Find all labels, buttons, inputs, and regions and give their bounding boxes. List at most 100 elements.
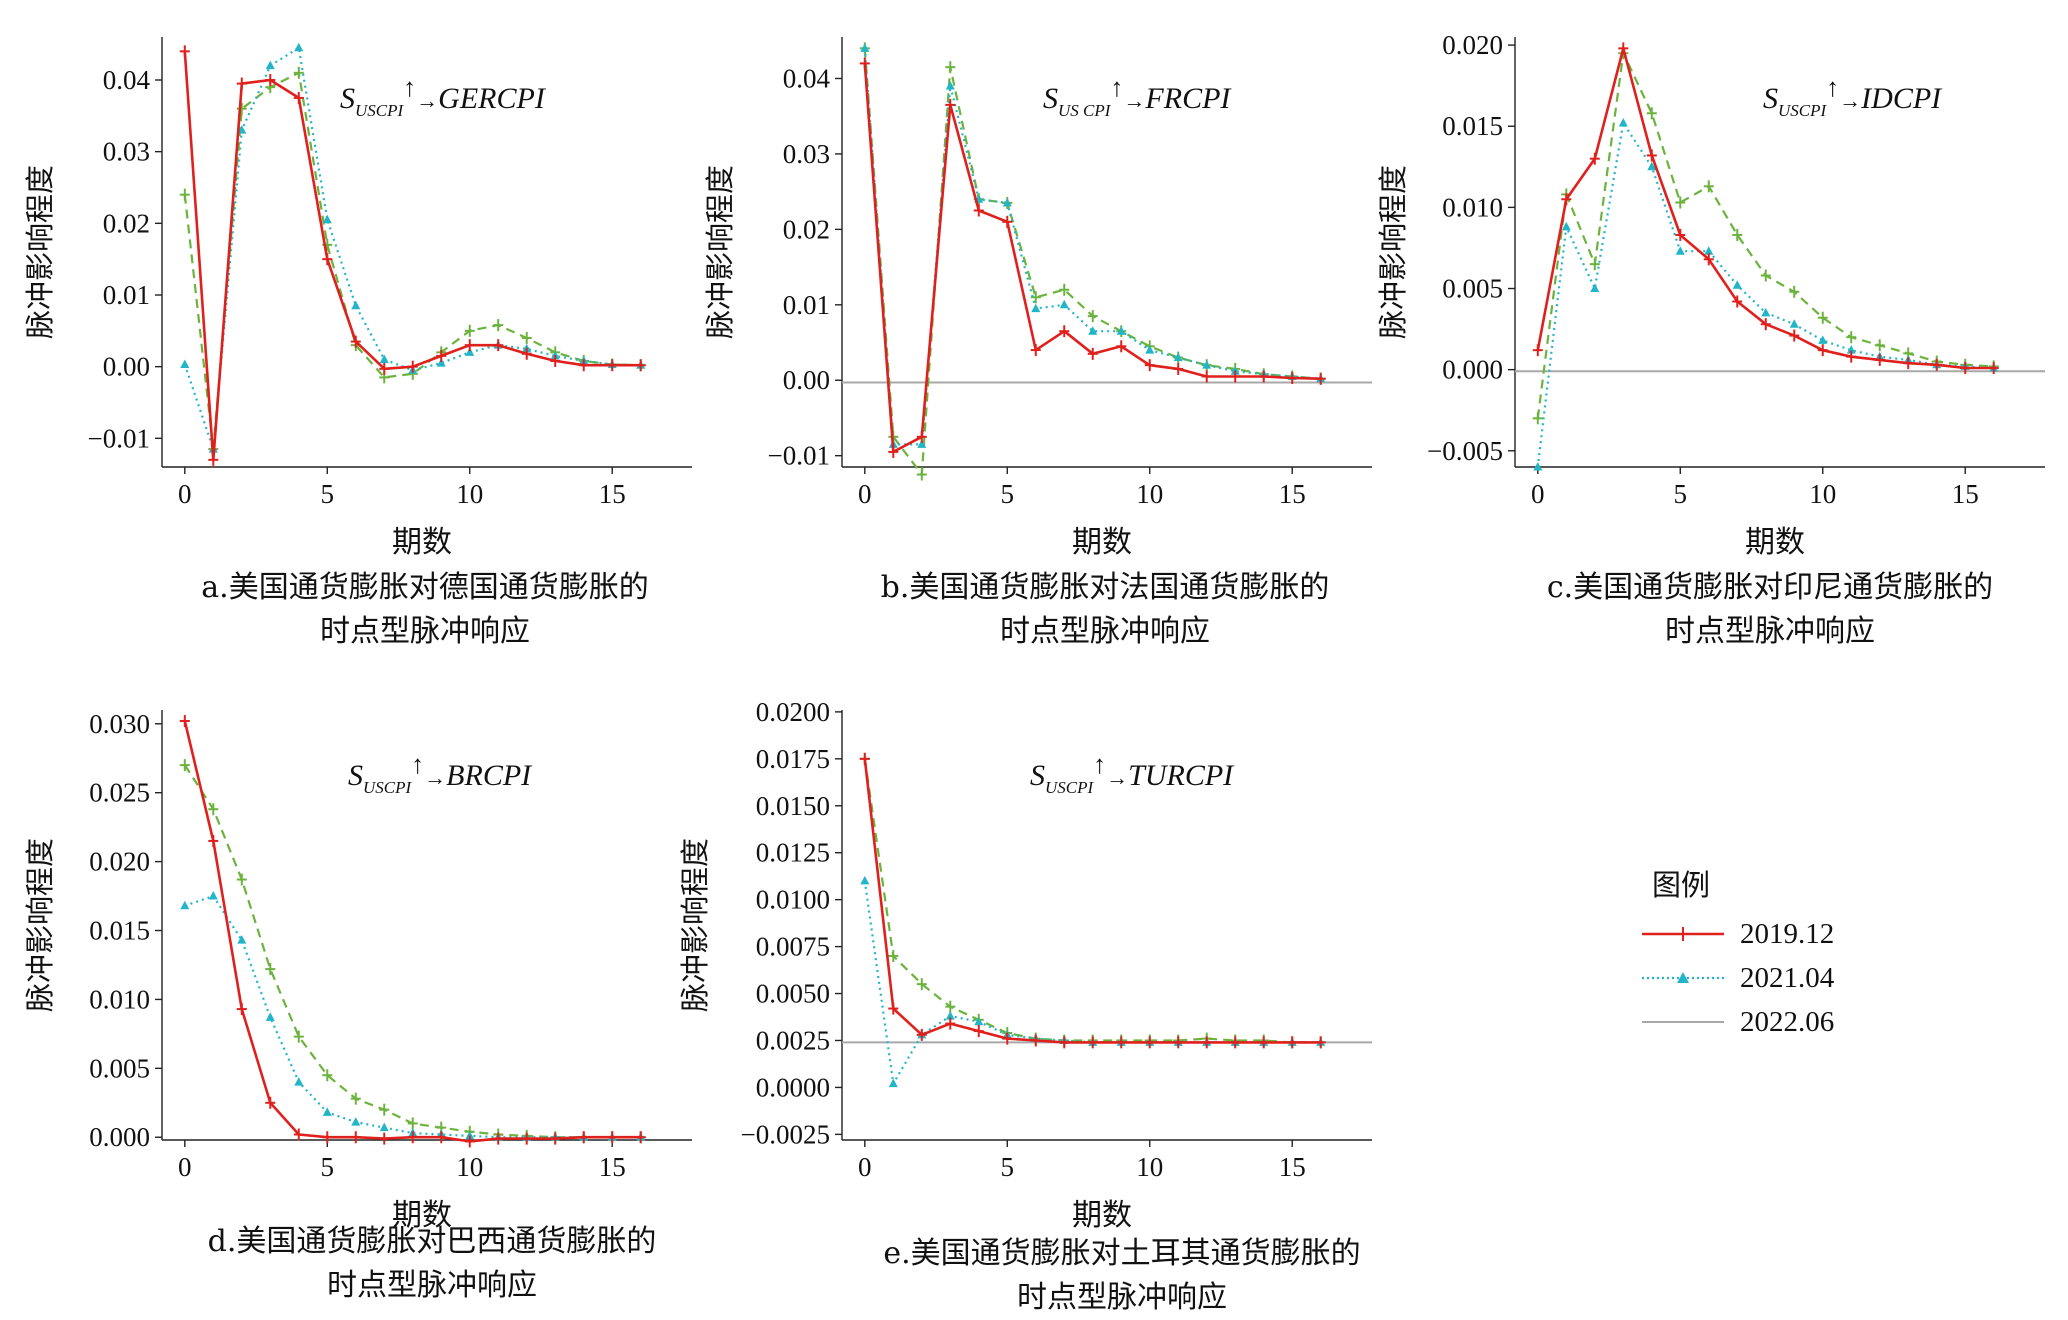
series-line-2021-04	[183, 46, 641, 451]
y-tick-label: 0.01	[103, 280, 150, 310]
data-point	[1173, 1036, 1184, 1049]
data-point	[1732, 228, 1743, 241]
data-point	[1789, 329, 1800, 342]
series-2022-06	[859, 752, 1326, 1049]
legend-label-2022-06: 2022.06	[1740, 1005, 1835, 1038]
series-2019-12	[179, 715, 646, 1148]
data-point	[1618, 118, 1628, 127]
x-tick-label: 10	[1136, 479, 1163, 509]
data-point	[859, 752, 870, 765]
x-tick-label: 0	[858, 479, 872, 509]
chart-a: −0.01 0.00 0.01 0.02 0.03 0.04 0 5 10 15 期数 脉冲影响程度 S…	[23, 37, 692, 560]
data-point	[293, 66, 304, 79]
y-tick-label: 0.0175	[756, 744, 830, 774]
y-tick-label: 0.01	[783, 290, 830, 320]
x-tick-label: 10	[456, 479, 483, 509]
data-point	[550, 354, 561, 367]
data-point	[945, 61, 956, 74]
data-point	[1087, 347, 1098, 360]
data-point	[236, 1003, 247, 1016]
data-point	[888, 1078, 898, 1088]
legend: 图例 2019.12 2021.04 2022.06	[1640, 862, 1834, 1044]
data-point	[1315, 1036, 1326, 1049]
data-point	[1059, 325, 1070, 338]
data-point	[322, 253, 333, 266]
data-point	[945, 98, 956, 111]
data-point	[180, 359, 190, 369]
data-point	[1988, 362, 1999, 375]
series-line-2021-04	[184, 894, 641, 1139]
data-point	[1960, 362, 1971, 375]
x-tick-label: 15	[1279, 1152, 1306, 1182]
data-point	[265, 74, 276, 86]
series-line-2019-12	[863, 758, 1321, 1044]
y-tick-label: 0.015	[89, 916, 150, 946]
title-shock-up-icon: ↑	[1826, 73, 1839, 102]
data-point	[607, 1131, 618, 1144]
data-point	[350, 1092, 361, 1105]
data-point	[1030, 1034, 1041, 1047]
data-point	[1732, 280, 1742, 289]
title-sub: USCPI	[1045, 778, 1095, 797]
series-line-2021-04	[863, 880, 1321, 1085]
title-arrow-icon: →	[424, 765, 446, 790]
data-point	[1287, 1036, 1298, 1049]
data-point	[1116, 1036, 1127, 1049]
data-point	[1287, 371, 1298, 384]
y-tick-label: 0.020	[1442, 30, 1503, 60]
x-tick-label: 5	[1001, 479, 1015, 509]
data-point	[1874, 339, 1885, 352]
y-tick-label: 0.0200	[756, 697, 830, 727]
data-point	[1589, 152, 1600, 165]
title-sub: USCPI	[363, 778, 413, 797]
title-arrow-icon: →	[1106, 765, 1128, 790]
title-sub: USCPI	[1778, 101, 1828, 120]
chart-title: SUSCPI↑→IDCPI	[1763, 73, 1943, 120]
data-point	[1059, 1036, 1070, 1049]
series-line-2022-06	[183, 764, 641, 1139]
data-point	[1846, 345, 1856, 354]
data-point	[521, 347, 532, 360]
title-arrow-icon: →	[416, 88, 438, 113]
y-tick-label: 0.04	[103, 65, 151, 95]
data-point	[973, 204, 984, 217]
data-point	[1144, 1036, 1155, 1049]
y-tick-label: 0.010	[1442, 192, 1503, 222]
data-point	[1532, 344, 1543, 357]
data-point	[493, 1132, 504, 1145]
data-point	[888, 1002, 899, 1015]
title-arrow-icon: →	[1123, 88, 1145, 113]
data-point	[1675, 228, 1686, 241]
data-point	[1315, 372, 1326, 385]
data-point	[1818, 335, 1828, 344]
caption-d: d.美国通货膨胀对巴西通货膨胀的 时点型脉冲响应	[207, 1224, 657, 1303]
data-point	[407, 360, 418, 373]
data-point	[860, 875, 870, 885]
x-tick-label: 10	[456, 1152, 483, 1182]
x-tick-label: 15	[599, 1152, 626, 1182]
y-tick-label: 0.03	[103, 137, 150, 167]
data-point	[1533, 462, 1543, 471]
caption-e: e.美国通货膨胀对土耳其通货膨胀的 时点型脉冲响应	[883, 1236, 1361, 1315]
title-main: S	[340, 82, 355, 115]
data-point	[265, 1012, 275, 1021]
data-point	[179, 45, 190, 58]
x-axis-label: 期数	[392, 525, 452, 560]
legend-item-2021-04: 2021.04	[1640, 956, 1834, 1000]
data-point	[1230, 1036, 1241, 1049]
x-tick-label: 15	[1279, 479, 1306, 509]
legend-swatch-2021-04	[1642, 972, 1724, 983]
data-point	[436, 349, 447, 362]
data-point	[1116, 340, 1127, 353]
y-tick-label: 0.0025	[756, 1025, 830, 1055]
title-shock-up-icon: ↑	[403, 73, 416, 102]
x-tick-label: 5	[1001, 1152, 1015, 1182]
data-point	[1646, 149, 1657, 162]
x-tick-label: 10	[1136, 1152, 1163, 1182]
data-point	[1589, 258, 1600, 271]
data-point	[1002, 197, 1012, 207]
y-tick-label: 0.00	[783, 365, 830, 395]
data-point	[493, 339, 504, 352]
y-tick-label: 0.025	[89, 778, 150, 808]
